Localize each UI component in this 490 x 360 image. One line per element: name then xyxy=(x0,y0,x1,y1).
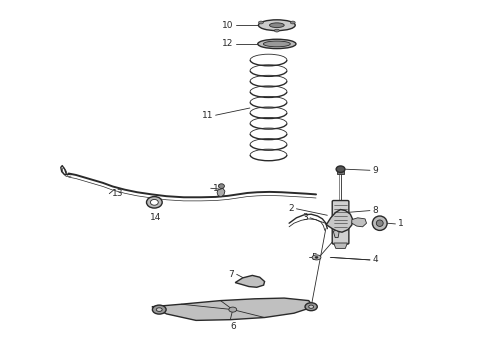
Ellipse shape xyxy=(315,256,318,258)
Text: 12: 12 xyxy=(222,40,233,49)
Text: 3: 3 xyxy=(302,213,308,222)
Text: 13: 13 xyxy=(112,189,123,198)
Text: 10: 10 xyxy=(222,21,233,30)
Text: 11: 11 xyxy=(202,111,213,120)
Text: 14: 14 xyxy=(149,213,161,222)
Text: 1: 1 xyxy=(398,220,404,229)
Ellipse shape xyxy=(219,184,224,189)
Text: 7: 7 xyxy=(228,270,234,279)
Ellipse shape xyxy=(258,39,296,49)
Ellipse shape xyxy=(336,166,345,172)
Text: 4: 4 xyxy=(372,256,378,264)
Ellipse shape xyxy=(156,308,162,311)
Ellipse shape xyxy=(305,303,318,311)
Ellipse shape xyxy=(229,307,237,312)
Text: 15: 15 xyxy=(213,184,224,193)
Ellipse shape xyxy=(309,305,314,308)
Polygon shape xyxy=(352,218,367,227)
Text: 8: 8 xyxy=(372,206,378,215)
Ellipse shape xyxy=(150,199,158,205)
Ellipse shape xyxy=(372,216,387,230)
Ellipse shape xyxy=(147,197,162,208)
Polygon shape xyxy=(334,243,347,248)
FancyBboxPatch shape xyxy=(332,201,349,244)
Polygon shape xyxy=(333,230,339,238)
Ellipse shape xyxy=(259,21,264,24)
Text: 9: 9 xyxy=(372,166,378,175)
Ellipse shape xyxy=(270,23,284,28)
Text: 2: 2 xyxy=(289,204,294,213)
Polygon shape xyxy=(235,275,265,287)
Polygon shape xyxy=(217,188,225,197)
Polygon shape xyxy=(326,210,353,232)
Text: 6: 6 xyxy=(230,323,236,331)
Ellipse shape xyxy=(152,305,166,314)
Ellipse shape xyxy=(274,29,279,32)
Ellipse shape xyxy=(376,220,383,226)
Ellipse shape xyxy=(259,20,295,31)
Ellipse shape xyxy=(264,41,290,47)
Ellipse shape xyxy=(312,255,321,260)
Text: 5: 5 xyxy=(311,253,317,262)
Bar xyxy=(337,170,344,174)
Polygon shape xyxy=(152,298,314,320)
Ellipse shape xyxy=(290,21,295,24)
